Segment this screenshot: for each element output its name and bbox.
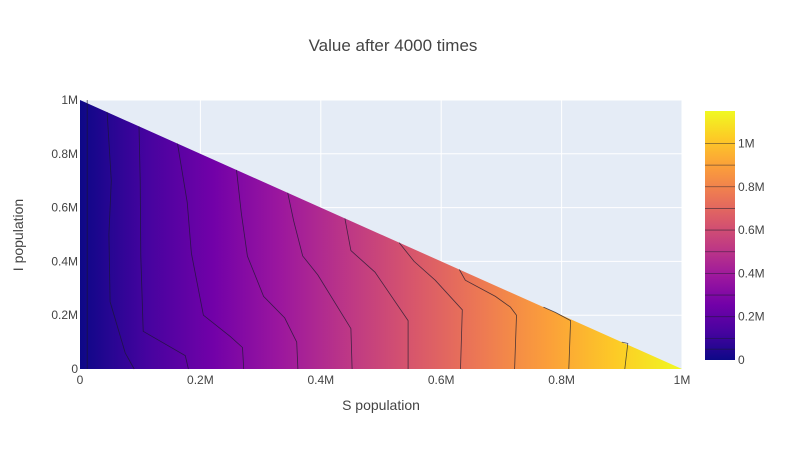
colorbar-tick-label: 0.6M <box>738 223 765 237</box>
chart-title: Value after 4000 times <box>309 36 478 55</box>
colorbar-ticks: 0 0.2M 0.4M 0.6M 0.8M 1M <box>738 136 765 367</box>
x-tick-label: 0.6M <box>428 373 455 387</box>
colorbar-tick-label: 0 <box>738 353 745 367</box>
contour-line <box>543 306 572 370</box>
y-axis-ticks: 0 0.2M 0.4M 0.6M 0.8M 1M <box>51 93 78 376</box>
y-tick-label: 1M <box>61 93 78 107</box>
contour-line <box>287 192 353 370</box>
y-axis-title: I population <box>10 199 26 271</box>
x-tick-label: 0 <box>77 373 84 387</box>
colorbar-tick-label: 0.2M <box>738 310 765 324</box>
y-tick-label: 0.8M <box>51 147 78 161</box>
colorbar-level-lines <box>705 143 735 350</box>
contour-line <box>621 341 629 370</box>
y-tick-label: 0.4M <box>51 254 78 268</box>
value-surface <box>80 100 682 369</box>
x-axis-title: S population <box>342 397 420 413</box>
x-tick-label: 1M <box>674 373 691 387</box>
contour-line <box>106 112 135 370</box>
contour-line <box>177 143 245 370</box>
x-tick-label: 0.8M <box>548 373 575 387</box>
contour-line <box>138 126 189 370</box>
contour-line <box>458 269 517 370</box>
colorbar-tick-label: 0.4M <box>738 266 765 280</box>
y-tick-label: 0.6M <box>51 201 78 215</box>
x-axis-ticks: 0 0.2M 0.4M 0.6M 0.8M 1M <box>77 373 691 387</box>
contour-line <box>236 169 299 370</box>
contour-line <box>344 218 409 369</box>
y-tick-label: 0 <box>71 362 78 376</box>
x-tick-label: 0.2M <box>187 373 214 387</box>
colorbar-tick-label: 1M <box>738 136 755 150</box>
contour-lines <box>86 100 629 370</box>
x-tick-label: 0.4M <box>307 373 334 387</box>
contour-line <box>398 242 463 370</box>
y-tick-label: 0.2M <box>51 308 78 322</box>
colorbar <box>705 111 735 360</box>
colorbar-tick-label: 0.8M <box>738 180 765 194</box>
